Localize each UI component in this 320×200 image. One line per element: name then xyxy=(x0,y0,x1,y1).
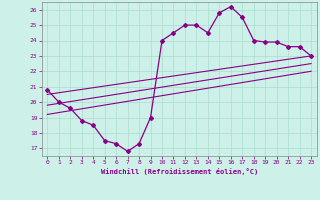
X-axis label: Windchill (Refroidissement éolien,°C): Windchill (Refroidissement éolien,°C) xyxy=(100,168,258,175)
